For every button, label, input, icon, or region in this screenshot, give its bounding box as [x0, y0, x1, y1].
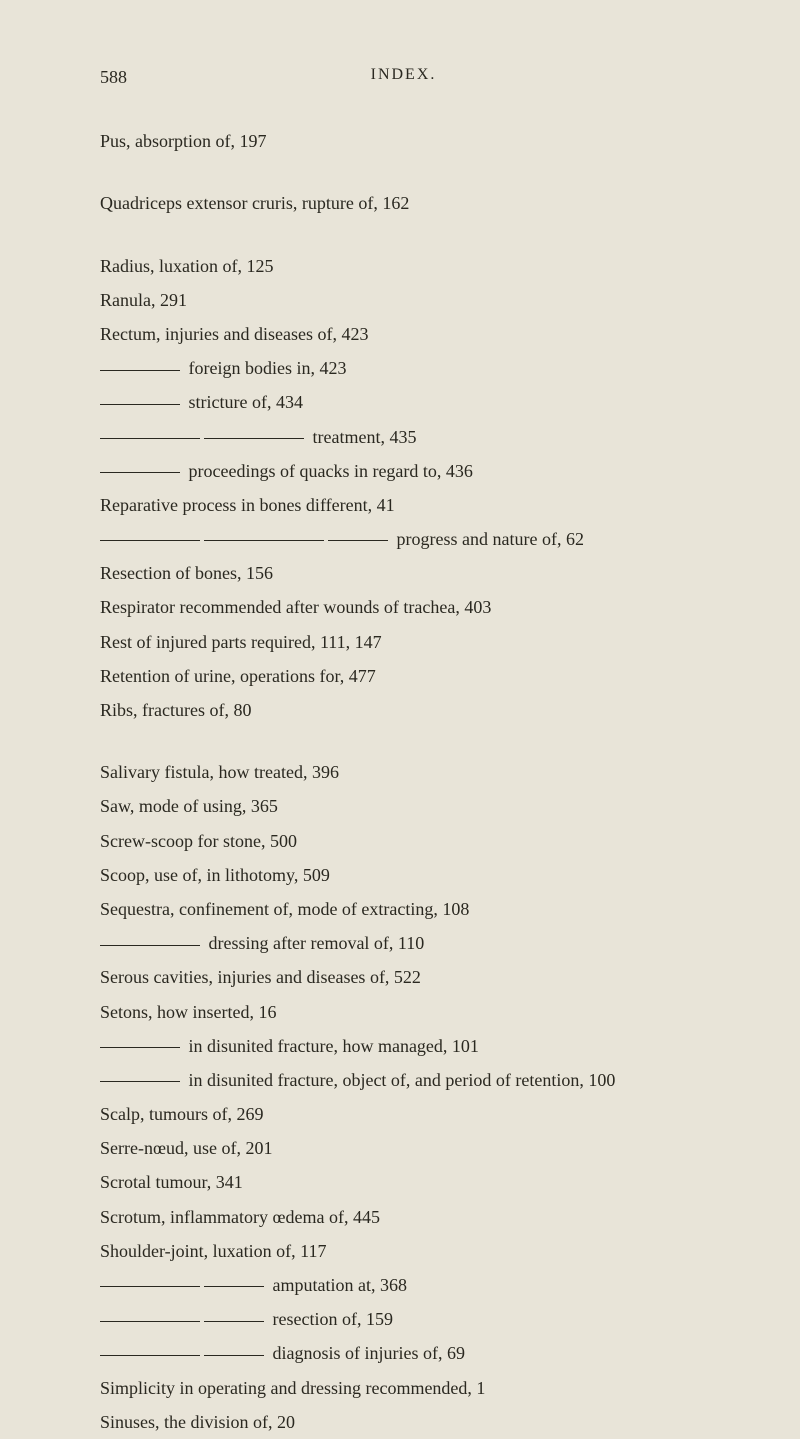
index-entry: Scoop, use of, in lithotomy, 509	[100, 858, 720, 892]
index-entry: Serre-nœud, use of, 201	[100, 1131, 720, 1165]
dash-line	[204, 1286, 264, 1287]
index-entry: Sinuses, the division of, 20	[100, 1405, 720, 1439]
index-entry: Setons, how inserted, 16	[100, 995, 720, 1029]
index-entry: Serous cavities, injuries and diseases o…	[100, 960, 720, 994]
index-entry: Retention of urine, operations for, 477	[100, 659, 720, 693]
page-header: 588 INDEX.	[100, 60, 720, 94]
index-entry: foreign bodies in, 423	[100, 351, 720, 385]
index-entry-text: proceedings of quacks in regard to, 436	[184, 461, 473, 481]
dash-line	[100, 370, 180, 371]
index-entry: in disunited fracture, how managed, 101	[100, 1029, 720, 1063]
index-entry-text: treatment, 435	[308, 427, 416, 447]
section-title: INDEX.	[371, 60, 437, 94]
dash-line	[100, 1321, 200, 1322]
dash-line	[204, 540, 324, 541]
dash-line	[100, 404, 180, 405]
index-entry: Screw-scoop for stone, 500	[100, 824, 720, 858]
index-entry-text: resection of, 159	[268, 1309, 393, 1329]
index-entry: Rectum, injuries and diseases of, 423	[100, 317, 720, 351]
index-entry: progress and nature of, 62	[100, 522, 720, 556]
index-entry: diagnosis of injuries of, 69	[100, 1336, 720, 1370]
dash-line	[100, 1081, 180, 1082]
index-entry: Rest of injured parts required, 111, 147	[100, 625, 720, 659]
dash-line	[100, 1047, 180, 1048]
index-entry: resection of, 159	[100, 1302, 720, 1336]
index-entry: Saw, mode of using, 365	[100, 789, 720, 823]
index-block-p: Pus, absorption of, 197	[100, 124, 720, 158]
index-entry: Salivary fistula, how treated, 396	[100, 755, 720, 789]
index-entry: Reparative process in bones different, 4…	[100, 488, 720, 522]
index-entry: Scalp, tumours of, 269	[100, 1097, 720, 1131]
dash-line	[204, 1321, 264, 1322]
dash-line	[204, 1355, 264, 1356]
index-entry-text: foreign bodies in, 423	[184, 358, 346, 378]
index-entry: Respirator recommended after wounds of t…	[100, 590, 720, 624]
index-entry: Resection of bones, 156	[100, 556, 720, 590]
dash-line	[100, 1286, 200, 1287]
index-entry-text: diagnosis of injuries of, 69	[268, 1343, 465, 1363]
index-entry-text: in disunited fracture, how managed, 101	[184, 1036, 479, 1056]
dash-line	[328, 540, 388, 541]
index-entry-text: amputation at, 368	[268, 1275, 407, 1295]
index-entry: treatment, 435	[100, 420, 720, 454]
index-entry-text: stricture of, 434	[184, 392, 303, 412]
index-entry-text: in disunited fracture, object of, and pe…	[184, 1070, 615, 1090]
dash-line	[100, 438, 200, 439]
index-entry-text: dressing after removal of, 110	[204, 933, 424, 953]
dash-line	[100, 945, 200, 946]
index-block-q: Quadriceps extensor cruris, rupture of, …	[100, 186, 720, 220]
index-block-r: Radius, luxation of, 125 Ranula, 291 Rec…	[100, 249, 720, 728]
index-entry: Pus, absorption of, 197	[100, 124, 720, 158]
index-entry: Simplicity in operating and dressing rec…	[100, 1371, 720, 1405]
index-entry: proceedings of quacks in regard to, 436	[100, 454, 720, 488]
index-entry: Ribs, fractures of, 80	[100, 693, 720, 727]
index-entry: Scrotal tumour, 341	[100, 1165, 720, 1199]
index-entry: amputation at, 368	[100, 1268, 720, 1302]
dash-line	[100, 1355, 200, 1356]
index-entry: Ranula, 291	[100, 283, 720, 317]
index-entry-text: progress and nature of, 62	[392, 529, 584, 549]
index-entry: Shoulder-joint, luxation of, 117	[100, 1234, 720, 1268]
index-entry: in disunited fracture, object of, and pe…	[100, 1063, 720, 1097]
index-entry: Quadriceps extensor cruris, rupture of, …	[100, 186, 720, 220]
index-entry: Scrotum, inflammatory œdema of, 445	[100, 1200, 720, 1234]
dash-line	[204, 438, 304, 439]
page-number: 588	[100, 60, 127, 94]
dash-line	[100, 540, 200, 541]
dash-line	[100, 472, 180, 473]
index-entry: Sequestra, confinement of, mode of extra…	[100, 892, 720, 926]
index-entry: dressing after removal of, 110	[100, 926, 720, 960]
index-entry: stricture of, 434	[100, 385, 720, 419]
index-entry: Radius, luxation of, 125	[100, 249, 720, 283]
index-block-s: Salivary fistula, how treated, 396 Saw, …	[100, 755, 720, 1439]
